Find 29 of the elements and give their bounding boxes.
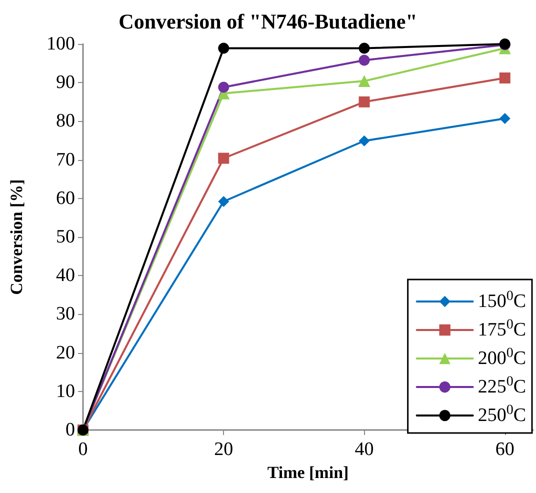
x-axis-title: Time [min] bbox=[267, 462, 349, 482]
y-tick-label: 100 bbox=[46, 34, 75, 54]
point bbox=[499, 113, 510, 124]
x-tick-label: 0 bbox=[78, 439, 88, 460]
point bbox=[218, 152, 230, 164]
point bbox=[218, 196, 230, 207]
x-tick-label: 20 bbox=[214, 439, 234, 460]
y-tick-label: 20 bbox=[56, 342, 75, 364]
y-tick-label: 80 bbox=[56, 110, 75, 132]
y-tick-label: 30 bbox=[56, 304, 75, 325]
y-tick-label: 10 bbox=[56, 380, 75, 402]
point bbox=[358, 75, 370, 88]
point bbox=[218, 82, 230, 93]
point bbox=[358, 96, 370, 108]
y-tick-label: 60 bbox=[56, 188, 75, 209]
point bbox=[499, 72, 510, 84]
chart-title: Conversion of "N746-Butadiene" bbox=[118, 10, 418, 34]
point bbox=[358, 54, 370, 66]
y-tick-label: 50 bbox=[56, 226, 75, 248]
point bbox=[218, 42, 230, 54]
y-axis-title: Conversion [%] bbox=[7, 179, 26, 295]
y-tick-label: 70 bbox=[56, 149, 75, 170]
y-tick-label: 0 bbox=[66, 420, 75, 440]
point bbox=[358, 135, 370, 146]
point bbox=[358, 42, 370, 54]
x-tick-label: 40 bbox=[354, 439, 374, 460]
y-tick-label: 40 bbox=[56, 265, 75, 286]
y-tick-label: 90 bbox=[56, 72, 75, 94]
x-tick-label: 60 bbox=[495, 439, 514, 460]
